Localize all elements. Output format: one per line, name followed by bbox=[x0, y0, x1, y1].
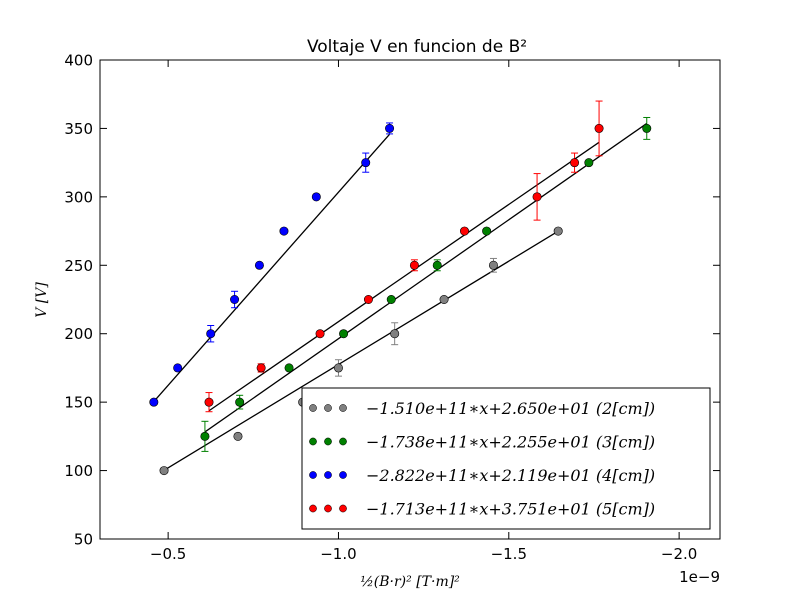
legend-marker bbox=[324, 404, 332, 412]
fit-line bbox=[204, 122, 648, 433]
legend-marker bbox=[324, 504, 332, 513]
legend-marker bbox=[339, 437, 347, 446]
data-point bbox=[254, 260, 264, 270]
legend-label: −1.738e+11∗x+2.255e+01 (3[cm]) bbox=[366, 433, 655, 452]
x-tick-label: −2.0 bbox=[661, 545, 697, 563]
legend-marker bbox=[339, 471, 347, 479]
axes-frame bbox=[99, 59, 721, 540]
legend-marker bbox=[339, 504, 347, 513]
data-point bbox=[488, 260, 498, 270]
data-point bbox=[311, 192, 321, 202]
series-2 bbox=[200, 116, 652, 452]
data-point bbox=[233, 431, 243, 441]
y-tick-label: 250 bbox=[64, 257, 93, 275]
legend-entry: −1.510e+11∗x+2.650e+01 (2[cm]) bbox=[309, 399, 655, 418]
legend-entry: −1.738e+11∗x+2.255e+01 (3[cm]) bbox=[309, 433, 655, 452]
y-tick-label: 150 bbox=[64, 394, 93, 412]
data-point bbox=[432, 260, 442, 270]
legend-marker bbox=[309, 437, 317, 446]
y-tick-label: 400 bbox=[64, 52, 93, 70]
data-point bbox=[532, 192, 542, 202]
data-point bbox=[570, 158, 580, 168]
legend-marker bbox=[309, 504, 317, 513]
data-point bbox=[230, 294, 240, 304]
legend-marker bbox=[309, 471, 317, 479]
data-point bbox=[386, 294, 396, 304]
x-axis-label: ½(B·r)² [T·m]² bbox=[360, 574, 460, 590]
series-3 bbox=[149, 122, 395, 407]
data-point bbox=[460, 226, 470, 236]
legend-label: −2.822e+11∗x+2.119e+01 (4[cm]) bbox=[366, 466, 655, 485]
legend-marker bbox=[309, 404, 317, 412]
x-tick-label: −0.5 bbox=[150, 545, 186, 563]
data-point bbox=[173, 363, 183, 373]
data-point bbox=[409, 260, 419, 270]
data-point bbox=[642, 123, 652, 133]
fit-line bbox=[163, 230, 559, 471]
data-point bbox=[553, 226, 563, 236]
data-point bbox=[279, 226, 289, 236]
chart-title: Voltaje V en funcion de B² bbox=[307, 37, 527, 57]
y-tick-label: 100 bbox=[64, 462, 93, 480]
x-tick-label: −1.0 bbox=[320, 545, 356, 563]
data-point bbox=[235, 397, 245, 407]
legend-marker bbox=[324, 437, 332, 446]
x-axis-offset-label: 1e−9 bbox=[679, 568, 720, 586]
data-point bbox=[385, 123, 395, 133]
data-point bbox=[339, 329, 349, 339]
legend-entry: −1.713e+11∗x+3.751e+01 (5[cm]) bbox=[309, 500, 655, 519]
fit-line bbox=[208, 141, 600, 412]
data-point bbox=[439, 294, 449, 304]
y-tick-label: 300 bbox=[64, 188, 93, 206]
data-point bbox=[204, 397, 214, 407]
data-point bbox=[315, 329, 325, 339]
plot-area bbox=[149, 100, 652, 476]
data-point bbox=[361, 158, 371, 168]
fit-line bbox=[153, 133, 391, 402]
legend-entry: −2.822e+11∗x+2.119e+01 (4[cm]) bbox=[309, 466, 655, 485]
data-point bbox=[594, 123, 604, 133]
data-point bbox=[149, 397, 159, 407]
series-4 bbox=[204, 100, 604, 413]
data-point bbox=[200, 431, 210, 441]
legend: −1.510e+11∗x+2.650e+01 (2[cm]) −1.738e+11… bbox=[301, 387, 711, 530]
data-point bbox=[390, 329, 400, 339]
data-point bbox=[206, 329, 216, 339]
y-axis-label: V [V] bbox=[34, 282, 50, 318]
y-tick-label: 50 bbox=[74, 531, 93, 549]
data-point bbox=[482, 226, 492, 236]
data-point bbox=[333, 363, 343, 373]
legend-label: −1.510e+11∗x+2.650e+01 (2[cm]) bbox=[366, 399, 655, 418]
x-tick-label: −1.5 bbox=[491, 545, 527, 563]
data-point bbox=[159, 466, 169, 476]
data-point bbox=[256, 363, 266, 373]
legend-marker bbox=[324, 471, 332, 479]
data-point bbox=[363, 294, 373, 304]
legend-label: −1.713e+11∗x+3.751e+01 (5[cm]) bbox=[366, 500, 655, 519]
data-point bbox=[584, 158, 594, 168]
y-tick-label: 350 bbox=[64, 120, 93, 138]
axes: 50 100 150 200 250 300 350 400 −0.5 −1.0 −1.5 −2.0 bbox=[64, 52, 721, 563]
data-point bbox=[284, 363, 294, 373]
legend-box bbox=[301, 387, 711, 530]
legend-marker bbox=[339, 404, 347, 412]
y-tick-label: 200 bbox=[64, 325, 93, 343]
